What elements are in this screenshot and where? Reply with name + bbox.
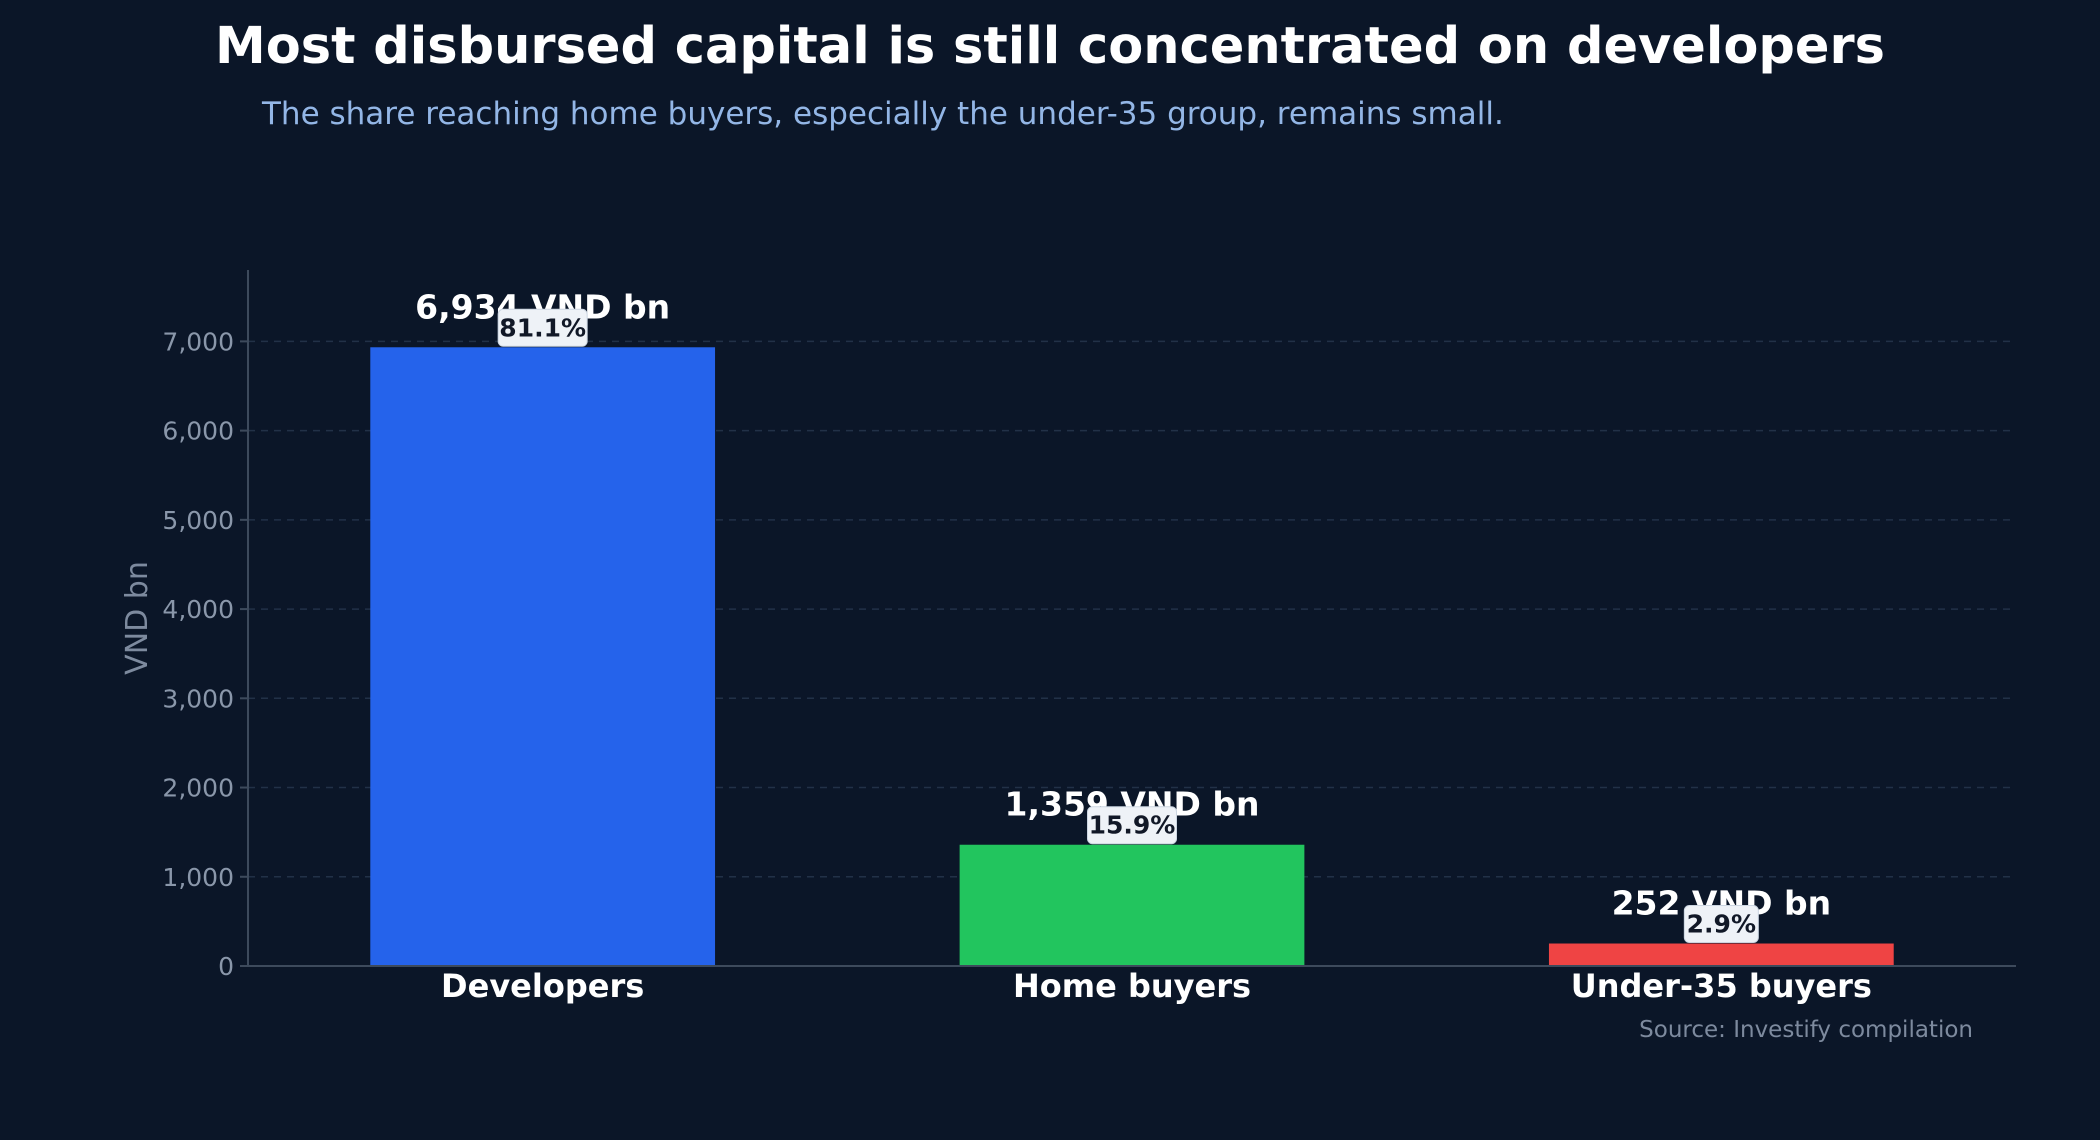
y-tick-label: 2,000 bbox=[162, 774, 234, 803]
y-tick-label: 5,000 bbox=[162, 506, 234, 535]
share-label: 2.9% bbox=[1687, 910, 1756, 939]
y-tick-label: 4,000 bbox=[162, 595, 234, 624]
share-badge bbox=[497, 308, 588, 347]
share-badge bbox=[1683, 905, 1759, 944]
y-axis-label: VND bn bbox=[120, 561, 155, 675]
y-tick-label: 6,000 bbox=[162, 417, 234, 446]
y-tick-label: 3,000 bbox=[162, 684, 234, 713]
chart-title: Most disbursed capital is still concentr… bbox=[215, 17, 1885, 76]
chart-subtitle: The share reaching home buyers, especial… bbox=[261, 96, 1504, 132]
x-category-label: Developers bbox=[441, 967, 644, 1005]
y-tick-label: 7,000 bbox=[162, 327, 234, 356]
gridlines bbox=[248, 340, 2016, 878]
y-tick-label: 1,000 bbox=[162, 863, 234, 892]
bar-home-buyers bbox=[959, 844, 1305, 966]
source-note: Source: Investify compilation bbox=[1639, 1017, 1973, 1043]
bars bbox=[370, 347, 1894, 967]
x-category-label: Home buyers bbox=[1013, 967, 1251, 1005]
share-label: 15.9% bbox=[1089, 811, 1176, 840]
share-badge bbox=[1087, 806, 1177, 845]
bar-under-35-buyers bbox=[1548, 943, 1894, 966]
axes: 0 1,000 2,000 3,000 4,000 5,000 6,000 7,000 bbox=[162, 270, 2016, 981]
x-category-label: Under-35 buyers bbox=[1571, 967, 1872, 1005]
bar-developers bbox=[370, 347, 716, 967]
y-tick-label: 0 bbox=[218, 952, 234, 981]
share-label: 81.1% bbox=[499, 313, 586, 342]
